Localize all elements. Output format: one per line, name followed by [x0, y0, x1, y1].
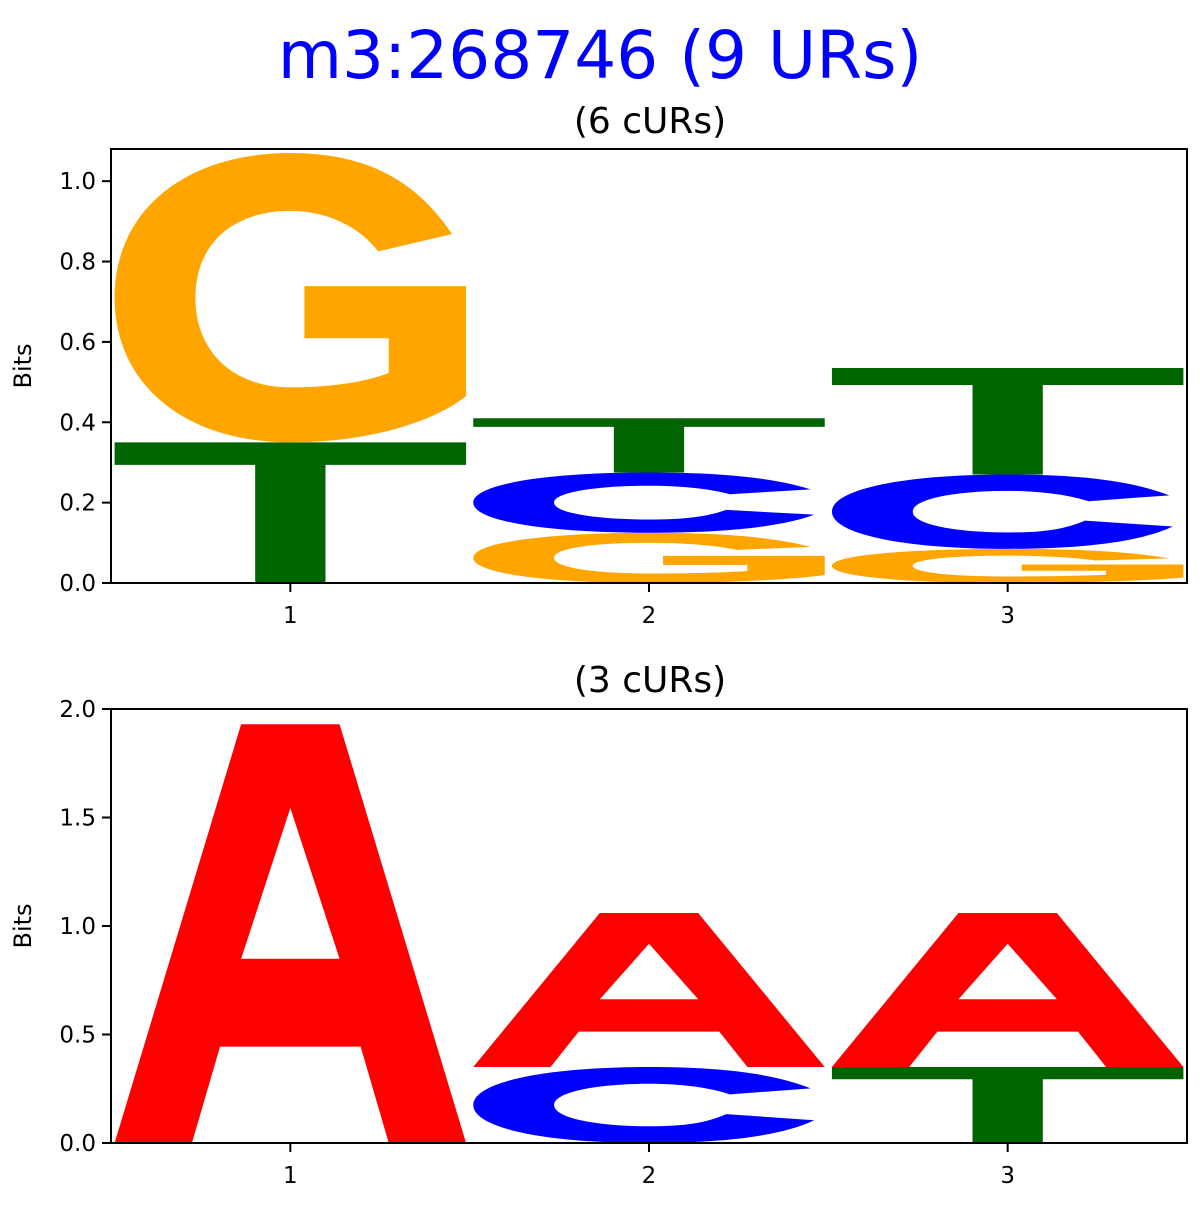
- y-tick-label: 0.0: [59, 1131, 96, 1157]
- letter-a-pos-2: [473, 912, 825, 1068]
- letter-stacks: [114, 724, 1184, 1143]
- letter-a-pos-3: [831, 912, 1184, 1068]
- x-axis-ticks: 1 2 3: [283, 583, 1015, 629]
- letter-c-pos-3: [831, 474, 1173, 549]
- y-axis-ticks: 0.0 0.5 1.0 1.5 2.0: [59, 697, 111, 1157]
- letter-g-pos-3: [831, 548, 1184, 583]
- y-axis-label: Bits: [9, 343, 37, 388]
- y-tick-label: 0.2: [59, 491, 96, 517]
- letter-t-pos-3: [831, 368, 1184, 475]
- letter-t-pos-2: [473, 418, 825, 473]
- plot-frame: [110, 708, 1188, 1144]
- x-tick-label: 2: [642, 603, 657, 629]
- letter-c-pos-2: [473, 472, 815, 533]
- letter-a-pos-1: [114, 724, 467, 1143]
- x-axis-ticks: 1 2 3: [283, 1143, 1015, 1189]
- logo-panel-top: (6 cURs) Bits 0.0 0.2 0.4 0.6 0.8 1.0 1 2 3: [9, 101, 1188, 629]
- figure-title: m3:268746 (9 URs): [278, 17, 922, 94]
- plot-frame: [110, 148, 1188, 584]
- y-tick-label: 0.4: [59, 410, 96, 436]
- y-tick-label: 0.8: [59, 250, 96, 276]
- letter-g-pos-2: [473, 532, 825, 583]
- y-tick-label: 1.0: [59, 914, 96, 940]
- letter-t-pos-3: [831, 1067, 1184, 1143]
- y-tick-label: 1.5: [59, 806, 96, 832]
- y-axis-label: Bits: [9, 903, 37, 948]
- y-tick-label: 0.5: [59, 1023, 96, 1049]
- panel-title: (6 cURs): [574, 101, 726, 142]
- y-tick-label: 2.0: [59, 697, 96, 723]
- y-tick-label: 0.6: [59, 330, 96, 356]
- x-tick-label: 3: [1000, 603, 1015, 629]
- logo-panel-bottom: (3 cURs) Bits 0.0 0.5 1.0 1.5 2.0 1 2 3: [9, 660, 1188, 1189]
- x-tick-label: 1: [283, 1163, 298, 1189]
- y-tick-label: 1.0: [59, 169, 96, 195]
- y-axis-ticks: 0.0 0.2 0.4 0.6 0.8 1.0: [59, 169, 111, 597]
- letter-t-pos-1: [114, 442, 467, 583]
- y-tick-label: 0.0: [59, 571, 96, 597]
- x-tick-label: 1: [283, 603, 298, 629]
- letter-stacks: [114, 153, 1184, 583]
- letter-g-pos-1: [114, 153, 467, 443]
- panel-title: (3 cURs): [574, 660, 726, 701]
- x-tick-label: 2: [642, 1163, 657, 1189]
- x-tick-label: 3: [1000, 1163, 1015, 1189]
- letter-c-pos-2: [473, 1067, 815, 1143]
